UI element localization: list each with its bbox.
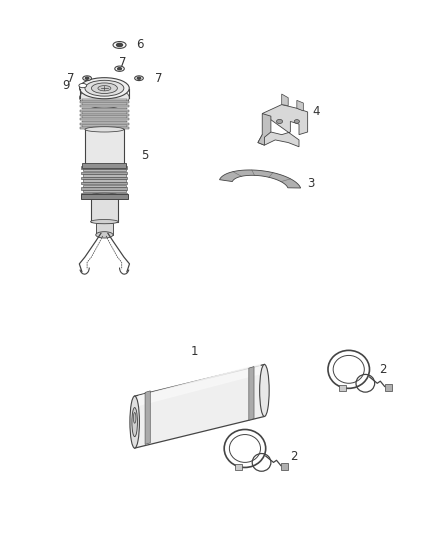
Ellipse shape <box>115 66 124 71</box>
Bar <box>83 164 126 166</box>
Bar <box>83 174 126 176</box>
Bar <box>80 118 129 120</box>
Text: 2: 2 <box>290 450 298 463</box>
Text: 9: 9 <box>63 79 70 92</box>
Text: 5: 5 <box>141 149 148 162</box>
Ellipse shape <box>117 43 123 46</box>
Text: 7: 7 <box>67 72 74 85</box>
Ellipse shape <box>91 220 118 224</box>
Ellipse shape <box>134 76 143 80</box>
Ellipse shape <box>85 77 89 79</box>
Bar <box>80 127 129 129</box>
Bar <box>80 101 129 103</box>
Bar <box>81 188 127 190</box>
Bar <box>81 182 127 184</box>
Ellipse shape <box>276 119 283 124</box>
Bar <box>82 116 127 118</box>
Ellipse shape <box>260 365 269 416</box>
Text: 1: 1 <box>191 345 198 359</box>
Text: 2: 2 <box>379 363 386 376</box>
Bar <box>83 180 126 182</box>
Bar <box>82 125 127 127</box>
Bar <box>82 112 127 114</box>
Polygon shape <box>139 365 260 405</box>
Text: 3: 3 <box>307 177 315 190</box>
Ellipse shape <box>80 87 129 108</box>
Polygon shape <box>145 391 150 445</box>
Bar <box>80 123 129 125</box>
Ellipse shape <box>85 127 124 132</box>
Bar <box>385 384 392 391</box>
Bar <box>339 385 346 391</box>
Text: 7: 7 <box>119 56 127 69</box>
Polygon shape <box>297 100 304 111</box>
Ellipse shape <box>294 119 300 123</box>
Bar <box>81 172 127 174</box>
Ellipse shape <box>134 413 136 423</box>
Text: 4: 4 <box>312 106 319 118</box>
Text: 6: 6 <box>136 38 144 52</box>
Ellipse shape <box>91 193 118 197</box>
Bar <box>81 193 128 199</box>
Polygon shape <box>219 170 300 188</box>
Bar <box>83 185 126 187</box>
Bar <box>82 103 127 105</box>
Ellipse shape <box>83 76 92 80</box>
Text: 7: 7 <box>155 72 163 85</box>
Ellipse shape <box>130 396 139 448</box>
Bar <box>80 114 129 116</box>
Bar <box>81 192 127 195</box>
Polygon shape <box>134 365 265 448</box>
Bar <box>96 223 113 235</box>
Ellipse shape <box>98 86 111 91</box>
Bar <box>91 195 118 222</box>
Ellipse shape <box>132 408 138 437</box>
Ellipse shape <box>117 68 121 70</box>
Ellipse shape <box>113 42 126 49</box>
Polygon shape <box>249 367 254 420</box>
Ellipse shape <box>79 84 87 88</box>
Ellipse shape <box>85 80 124 96</box>
Bar <box>83 169 126 171</box>
Bar <box>81 166 127 168</box>
Bar <box>80 110 129 111</box>
Bar <box>82 108 127 109</box>
Bar <box>81 177 127 179</box>
Polygon shape <box>258 104 307 147</box>
Polygon shape <box>258 114 271 145</box>
Bar <box>82 120 127 123</box>
Polygon shape <box>282 94 288 106</box>
Bar <box>281 464 288 470</box>
Ellipse shape <box>137 77 141 79</box>
Bar <box>82 99 127 101</box>
Bar <box>85 130 124 164</box>
Bar <box>82 163 127 168</box>
Bar <box>83 190 126 192</box>
Ellipse shape <box>80 78 129 99</box>
Ellipse shape <box>92 83 117 93</box>
Bar <box>235 464 242 470</box>
Bar <box>80 106 129 107</box>
Ellipse shape <box>96 232 113 238</box>
